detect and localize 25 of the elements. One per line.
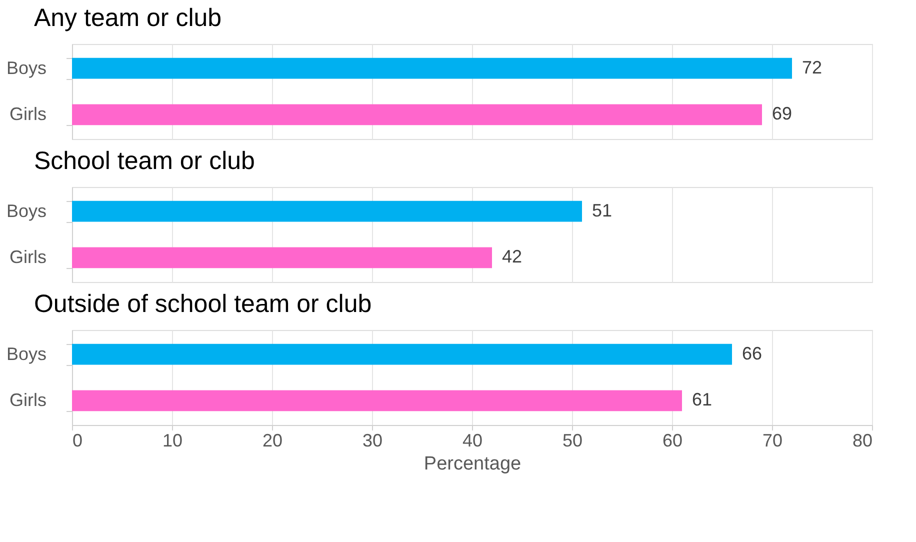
data-label: 51 bbox=[592, 200, 612, 220]
chart-title: Outside of school team or club bbox=[34, 290, 372, 318]
x-tick-label: 50 bbox=[562, 430, 583, 450]
data-label: 66 bbox=[742, 343, 762, 364]
x-tick-label: 70 bbox=[762, 430, 783, 450]
x-axis-title: Percentage bbox=[424, 454, 522, 474]
x-tick-label: 0 bbox=[72, 430, 83, 450]
y-tick-label: Boys bbox=[6, 200, 46, 221]
y-tick-label: Girls bbox=[10, 247, 46, 268]
x-tick-label: 30 bbox=[362, 430, 383, 450]
x-tick-label: 80 bbox=[852, 430, 872, 450]
x-tick-label: 20 bbox=[262, 430, 283, 450]
data-label: 72 bbox=[802, 57, 822, 78]
data-label: 61 bbox=[692, 390, 712, 410]
x-tick-label: 60 bbox=[662, 430, 683, 450]
y-tick-label: Girls bbox=[10, 390, 46, 410]
chart-title: Any team or club bbox=[34, 4, 222, 32]
y-tick-label: Boys bbox=[6, 58, 46, 78]
chart-title: School team or club bbox=[34, 147, 255, 175]
y-tick-label: Boys bbox=[6, 344, 46, 364]
x-tick-label: 10 bbox=[162, 430, 183, 450]
y-tick-label: Girls bbox=[10, 104, 46, 124]
data-label: 42 bbox=[502, 246, 522, 267]
data-label: 69 bbox=[772, 104, 792, 124]
x-tick-label: 40 bbox=[462, 430, 483, 450]
